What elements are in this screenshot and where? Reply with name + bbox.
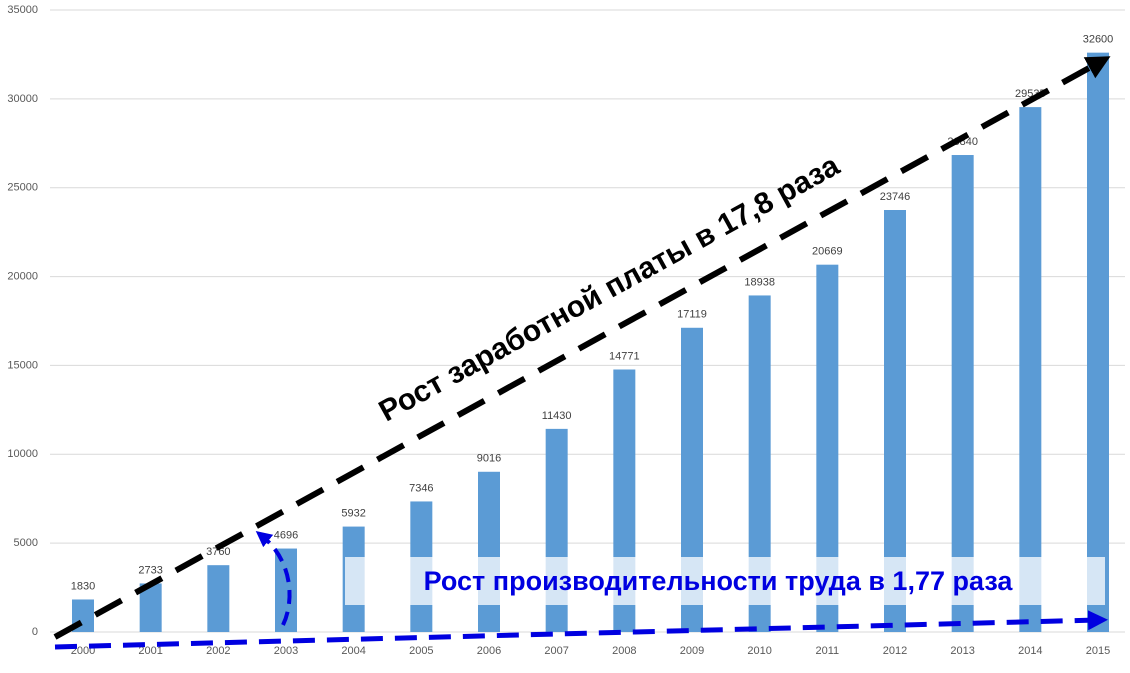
bar [275,548,297,632]
bar [139,583,162,632]
value-label: 4696 [274,529,298,541]
productivity-annotation: Рост производительности труда в 1,77 раз… [424,566,1014,596]
x-tick-label: 2004 [341,645,365,657]
small-arrow [255,530,292,626]
bar [478,471,500,632]
x-tick-label: 2012 [883,645,907,657]
value-label: 7346 [409,482,433,494]
x-tick-label: 2013 [950,645,974,657]
y-tick-label: 20000 [7,270,38,282]
y-tick-label: 35000 [7,4,38,16]
bar [681,327,703,632]
value-label: 5932 [341,507,365,519]
y-tick-label: 25000 [7,182,38,194]
x-tick-label: 2008 [612,645,636,657]
value-label: 14771 [609,350,640,362]
wage-arrow [53,56,1111,640]
value-label: 17119 [677,309,707,321]
x-tick-label: 2005 [409,645,433,657]
value-label: 3760 [206,546,230,558]
annotation-band [345,557,1105,605]
y-tick-label: 0 [32,626,38,638]
bar [816,264,839,632]
y-tick-label: 30000 [7,93,38,105]
x-tick-label: 2011 [816,645,840,657]
x-tick-label: 2009 [680,645,704,657]
value-label: 9016 [477,453,501,465]
y-tick-label: 10000 [7,448,38,460]
x-tick-label: 2001 [138,645,162,657]
bar [1019,107,1042,633]
value-label: 1830 [71,580,95,592]
x-tick-label: 2010 [747,645,771,657]
wage-annotation: Рост заработной платы в 17,8 раза [374,149,846,428]
value-label: 32600 [1083,34,1114,46]
x-tick-label: 2015 [1086,645,1110,657]
y-tick-label: 5000 [14,537,38,549]
productivity-arrow [54,610,1108,650]
value-label: 2733 [138,564,162,576]
x-tick-label: 2002 [206,645,230,657]
value-label: 20669 [812,246,843,258]
bar [207,565,230,632]
value-label: 11430 [542,410,572,422]
bar [951,155,974,632]
x-tick-label: 2006 [477,645,501,657]
value-label: 18938 [744,276,775,288]
x-tick-label: 2003 [274,645,298,657]
bar [884,209,906,632]
x-tick-label: 2007 [544,645,568,657]
x-tick-label: 2014 [1018,645,1042,657]
y-tick-label: 15000 [7,359,38,371]
value-label: 23746 [880,191,911,203]
bar [1087,52,1109,632]
bar [748,295,771,632]
